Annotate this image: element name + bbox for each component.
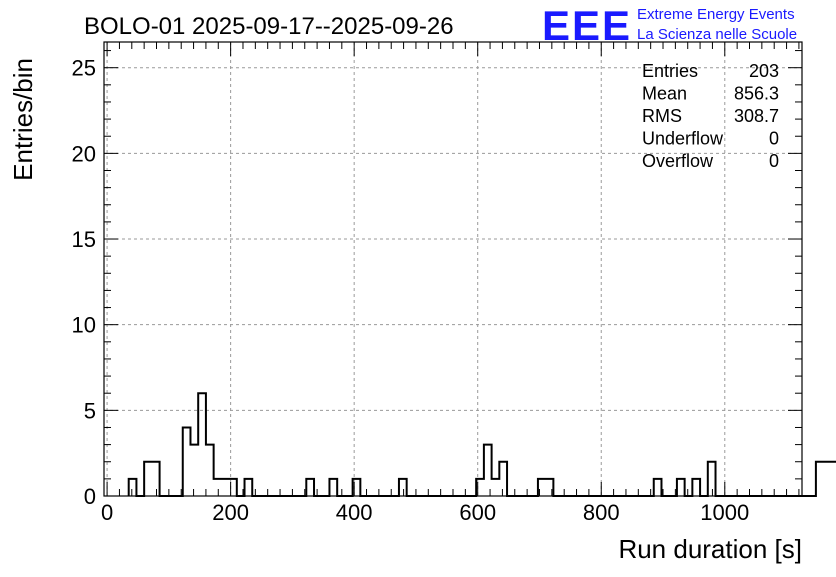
- stats-value: 0: [769, 129, 779, 149]
- y-tick-label: 15: [72, 227, 96, 252]
- x-tick-label: 1000: [700, 500, 749, 525]
- x-tick-label: 200: [212, 500, 249, 525]
- logo-line-2: La Scienza nelle Scuole: [637, 26, 797, 43]
- grid: [104, 42, 802, 497]
- stats-label: Overflow: [642, 151, 714, 171]
- x-tick-label: 0: [101, 500, 113, 525]
- stats-label: RMS: [642, 106, 682, 126]
- logo-mark: EEE: [542, 2, 632, 49]
- chart-title: BOLO-01 2025-09-17--2025-09-26: [84, 13, 454, 40]
- axes: 0 200 400 600 800 1000 0 5 10 15 20 25: [72, 41, 803, 525]
- y-tick-label: 10: [72, 313, 96, 338]
- y-tick-label: 0: [84, 484, 96, 509]
- stats-value: 203: [749, 61, 779, 81]
- x-tick-label: 800: [583, 500, 620, 525]
- histogram-bars: [127, 392, 836, 497]
- y-tick-label: 25: [72, 56, 96, 81]
- stats-value: 308.7: [734, 106, 779, 126]
- x-tick-label: 400: [336, 500, 373, 525]
- stats-label: Mean: [642, 84, 687, 104]
- y-tick-label: 5: [84, 398, 96, 423]
- plot-frame: [103, 41, 803, 497]
- y-axis-label: Entries/bin: [8, 58, 38, 181]
- x-tick-label: 600: [459, 500, 496, 525]
- logo-line-1: Extreme Energy Events: [637, 6, 795, 23]
- y-tick-label: 20: [72, 141, 96, 166]
- stats-label: Entries: [642, 61, 698, 81]
- stats-value: 856.3: [734, 84, 779, 104]
- histogram-step-line: [127, 392, 836, 497]
- x-axis-label: Run duration [s]: [618, 534, 802, 564]
- stats-value: 0: [769, 151, 779, 171]
- stats-box: Entries 203 Mean 856.3 RMS 308.7 Underflow 0 Ove…: [642, 61, 779, 171]
- eee-logo: EEE Extreme Energy Events La Scienza nel…: [542, 2, 797, 49]
- stats-label: Underflow: [642, 129, 724, 149]
